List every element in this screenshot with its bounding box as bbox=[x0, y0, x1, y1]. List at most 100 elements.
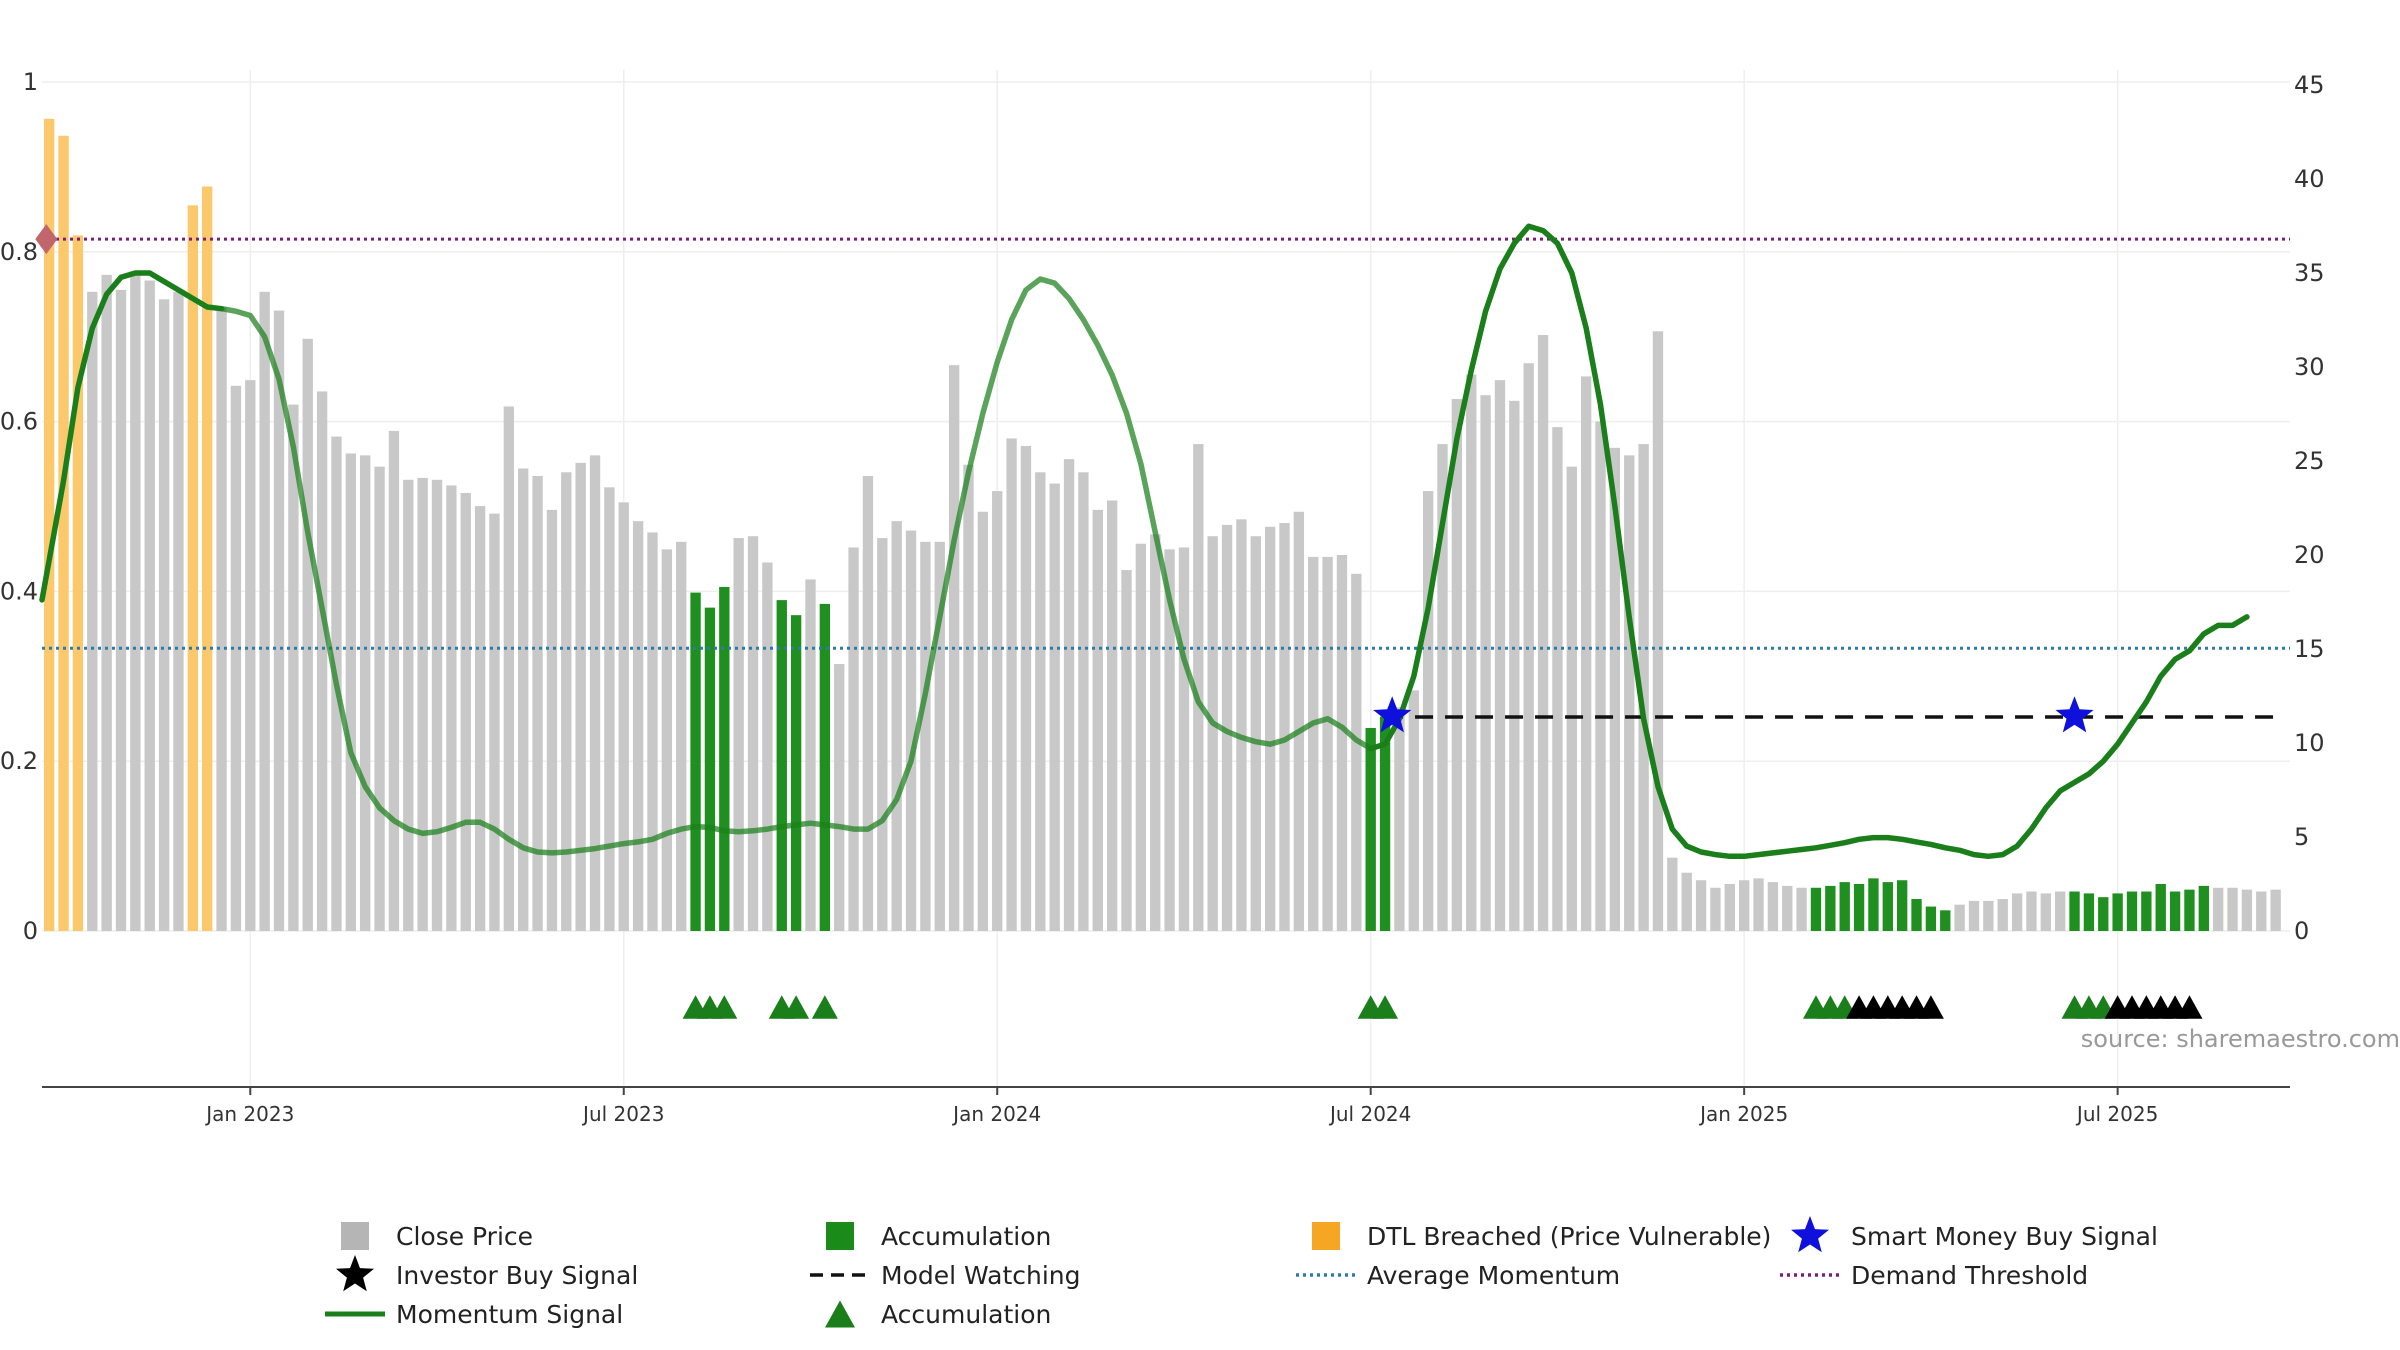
accumulation-bar bbox=[2083, 893, 2095, 931]
legend-label: Demand Threshold bbox=[1851, 1261, 2088, 1290]
close-price-bar bbox=[1509, 400, 1520, 932]
close-price-bar bbox=[302, 338, 313, 931]
close-price-bar bbox=[1609, 447, 1621, 931]
demand-threshold-marker bbox=[35, 224, 58, 255]
close-price-bar bbox=[1408, 690, 1419, 931]
legend-label: Average Momentum bbox=[1367, 1261, 1620, 1290]
close-price-bar bbox=[1681, 872, 1692, 931]
close-price-bar bbox=[1983, 900, 1994, 931]
close-price-bar bbox=[374, 466, 385, 931]
close-price-bar bbox=[604, 487, 615, 931]
accumulation-bar bbox=[1940, 910, 1951, 931]
close-price-bar bbox=[1767, 882, 1779, 931]
legend-square-icon bbox=[1312, 1222, 1340, 1250]
close-price-bar bbox=[1279, 523, 1290, 931]
close-price-bar bbox=[1207, 536, 1218, 931]
close-price-bar bbox=[2040, 893, 2051, 931]
close-price-bar bbox=[1796, 887, 1807, 931]
close-price-bar bbox=[1221, 524, 1233, 931]
close-price-bar bbox=[1466, 374, 1477, 931]
close-price-bar bbox=[676, 541, 687, 931]
accumulation-bar bbox=[1868, 878, 1879, 931]
close-price-bar bbox=[1078, 472, 1089, 931]
close-price-bar bbox=[1724, 884, 1735, 931]
close-price-bar bbox=[360, 455, 371, 931]
close-price-bar bbox=[963, 464, 974, 931]
accumulation-bar bbox=[2141, 891, 2152, 931]
accumulation-triangle bbox=[783, 995, 810, 1019]
legend-label: Smart Money Buy Signal bbox=[1851, 1222, 2158, 1251]
accumulation-bar bbox=[2112, 893, 2123, 931]
accumulation-bar bbox=[2098, 897, 2109, 931]
close-price-bar bbox=[589, 455, 601, 931]
dtl-breached-bar bbox=[187, 205, 198, 931]
close-price-bar bbox=[87, 291, 98, 931]
close-price-bar bbox=[992, 491, 1003, 931]
momentum-signal-line bbox=[39, 270, 225, 603]
close-price-bar bbox=[1106, 500, 1118, 931]
x-tick-label: Jul 2024 bbox=[1328, 1102, 1411, 1126]
close-price-bar bbox=[1193, 444, 1204, 931]
close-price-bar bbox=[2256, 891, 2267, 931]
x-tick-label: Jan 2025 bbox=[1698, 1102, 1788, 1126]
close-price-bar bbox=[144, 280, 155, 931]
x-tick-label: Jan 2024 bbox=[951, 1102, 1041, 1126]
close-price-bar bbox=[1236, 519, 1247, 931]
close-price-bar bbox=[1437, 444, 1448, 931]
signal-lines bbox=[39, 223, 2290, 860]
close-price-bar bbox=[2227, 887, 2238, 931]
close-price-bar bbox=[1394, 707, 1405, 931]
close-price-bar bbox=[1997, 899, 2008, 931]
right-y-tick-label: 15 bbox=[2294, 635, 2325, 663]
accumulation-bar bbox=[704, 607, 716, 931]
close-price-bar bbox=[158, 299, 170, 931]
right-y-tick-label: 5 bbox=[2294, 823, 2309, 851]
close-price-bar bbox=[460, 492, 471, 931]
x-tick-label: Jul 2023 bbox=[581, 1102, 664, 1126]
close-price-bar bbox=[1020, 445, 1032, 931]
close-price-bar bbox=[2055, 891, 2066, 931]
left-y-tick-label: 0.4 bbox=[0, 577, 38, 605]
close-price-bar bbox=[1063, 459, 1075, 931]
close-price-bar bbox=[1652, 331, 1664, 931]
close-price-bar bbox=[1336, 555, 1348, 931]
accumulation-bar bbox=[790, 615, 802, 931]
close-price-bar bbox=[403, 479, 414, 931]
close-price-bar bbox=[905, 530, 917, 931]
right-y-tick-label: 20 bbox=[2294, 541, 2325, 569]
close-price-bar bbox=[977, 511, 989, 931]
accumulation-bar bbox=[690, 592, 701, 931]
close-price-bar bbox=[2241, 889, 2253, 931]
close-price-bar bbox=[259, 291, 270, 931]
close-price-bar bbox=[1738, 880, 1750, 931]
close-price-bar bbox=[216, 306, 227, 932]
source-label: source: sharemaestro.com bbox=[2081, 1025, 2400, 1053]
close-price-bar bbox=[1667, 857, 1678, 931]
legend-label: Momentum Signal bbox=[396, 1300, 623, 1329]
close-price-bar bbox=[1451, 398, 1463, 932]
close-price-bar bbox=[1250, 536, 1261, 931]
close-price-bar bbox=[862, 476, 874, 931]
legend-label: DTL Breached (Price Vulnerable) bbox=[1367, 1222, 1771, 1251]
x-tick-label: Jan 2023 bbox=[204, 1102, 294, 1126]
close-price-bar bbox=[532, 476, 543, 931]
close-price-bar bbox=[130, 273, 141, 931]
close-price-bar bbox=[848, 547, 859, 931]
close-price-bar bbox=[1308, 556, 1319, 931]
close-price-bar bbox=[173, 291, 184, 931]
close-price-bar bbox=[1322, 556, 1333, 931]
close-price-bar bbox=[1164, 549, 1175, 931]
close-price-bar bbox=[417, 477, 428, 931]
close-price-bar bbox=[115, 289, 127, 931]
close-price-bar bbox=[446, 485, 457, 931]
close-price-bar bbox=[1638, 444, 1649, 931]
momentum-signal-line-faded bbox=[218, 276, 1374, 856]
accumulation-bar bbox=[2169, 891, 2181, 931]
accumulation-bar bbox=[2184, 889, 2195, 931]
close-price-bar bbox=[1595, 421, 1606, 931]
close-price-bar bbox=[561, 472, 572, 931]
accumulation-triangle bbox=[811, 995, 838, 1019]
close-price-bar bbox=[1035, 472, 1046, 931]
accumulation-bar bbox=[2069, 891, 2080, 931]
